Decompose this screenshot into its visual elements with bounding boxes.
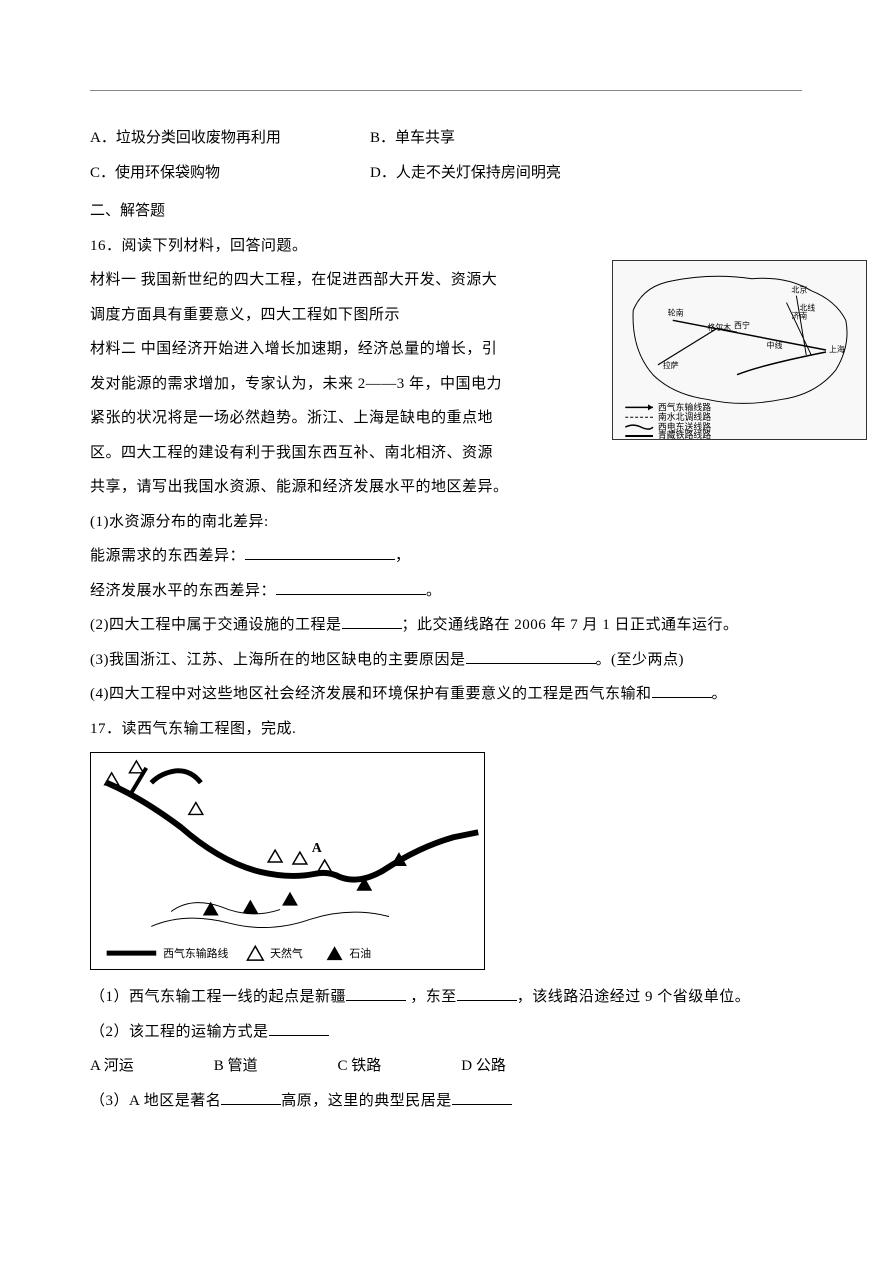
blank-input[interactable] — [221, 1090, 281, 1105]
q16-4-pre: (4)四大工程中对这些地区社会经济发展和环境保护有重要意义的工程是西气东输和 — [90, 686, 652, 702]
q16-sub4: (4)四大工程中对这些地区社会经济发展和环境保护有重要意义的工程是西气东输和 。 — [90, 677, 802, 712]
blank-input[interactable] — [452, 1090, 512, 1105]
blank-input[interactable] — [245, 545, 395, 560]
china-map-svg: 北京 轮南 格尔木 西宁 济南 拉萨 北线 中线 上海 西气东输线路 南水北调线… — [613, 261, 866, 439]
blank-input[interactable] — [276, 580, 426, 595]
city-xining: 西宁 — [734, 320, 750, 330]
legend-2: 南水北调线路 — [658, 411, 711, 422]
choice-a: A．垃圾分类回收废物再利用 — [90, 121, 370, 156]
q16-sub2: (2)四大工程中属于交通设施的工程是 ；此交通线路在 2006 年 7 月 1 日… — [90, 608, 802, 643]
choice-c: C．使用环保袋购物 — [90, 156, 370, 191]
blank-input[interactable] — [346, 986, 406, 1001]
q17-abcd-row: A 河运 B 管道 C 铁路 D 公路 — [90, 1049, 802, 1084]
opt-b: B 管道 — [214, 1049, 334, 1084]
q16-1c-pre: 经济发展水平的东西差异： — [90, 583, 276, 599]
blank-input[interactable] — [269, 1021, 329, 1036]
q17-3-pre: （3）A 地区是著名 — [90, 1093, 221, 1109]
q16-m2-l2: 发对能源的需求增加，专家认为，未来 2——3 年，中国电力 — [90, 367, 600, 402]
q16-sub1: (1)水资源分布的南北差异: — [90, 505, 802, 540]
pipeline-map-figure: A 西气东输路线 天然气 石油 — [90, 752, 485, 970]
city-zhongxian: 中线 — [767, 340, 783, 350]
map2-legend-gas: 天然气 — [270, 946, 303, 960]
q17-1-post: ，该线路沿途经过 9 个省级单位。 — [517, 989, 751, 1005]
choice-b: B．单车共享 — [370, 121, 455, 156]
china-map-figure: 北京 轮南 格尔木 西宁 济南 拉萨 北线 中线 上海 西气东输线路 南水北调线… — [612, 260, 867, 440]
q16-3-pre: (3)我国浙江、江苏、上海所在的地区缺电的主要原因是 — [90, 652, 466, 668]
q16-m2-l3: 紧张的状况将是一场必然趋势。浙江、上海是缺电的重点地 — [90, 401, 600, 436]
q16-2-pre: (2)四大工程中属于交通设施的工程是 — [90, 617, 342, 633]
blank-input[interactable] — [342, 614, 402, 629]
q17-sub3: （3）A 地区是著名 高原，这里的典型民居是 — [90, 1084, 802, 1119]
q16-1b-pre: 能源需求的东西差异： — [90, 548, 245, 564]
q16-m2-l5: 共享，请写出我国水资源、能源和经济发展水平的地区差异。 — [90, 470, 802, 505]
top-rule — [90, 90, 802, 91]
q17-3-mid: 高原，这里的典型民居是 — [281, 1093, 452, 1109]
q16-1c-post: 。 — [426, 583, 442, 599]
city-shanghai: 上海 — [829, 344, 845, 354]
map2-legend-line: 西气东输路线 — [163, 946, 228, 960]
city-lunnan: 轮南 — [668, 307, 684, 317]
q16-2-post: ；此交通线路在 2006 年 7 月 1 日正式通车运行。 — [402, 617, 739, 633]
q16-sub1b: 能源需求的东西差异： ， — [90, 539, 802, 574]
q16-4-post: 。 — [712, 686, 728, 702]
opt-d: D 公路 — [461, 1049, 506, 1084]
q17-title: 17．读西气东输工程图，完成. — [90, 712, 802, 747]
q16-title: 16．阅读下列材料，回答问题。 — [90, 229, 802, 264]
legend-4: 青藏铁路线路 — [658, 429, 711, 439]
q16-sub1c: 经济发展水平的东西差异： 。 — [90, 574, 802, 609]
blank-input[interactable] — [466, 649, 596, 664]
q17-1-pre: （1）西气东输工程一线的起点是新疆 — [90, 989, 346, 1005]
q17-sub2: （2）该工程的运输方式是 — [90, 1015, 802, 1050]
q16-sub3: (3)我国浙江、江苏、上海所在的地区缺电的主要原因是 。(至少两点) — [90, 643, 802, 678]
opt-c: C 铁路 — [338, 1049, 458, 1084]
q-choice-row-1: A．垃圾分类回收废物再利用 B．单车共享 — [90, 121, 802, 156]
map2-label-a: A — [312, 841, 322, 856]
q16-m1-l1: 材料一 我国新世纪的四大工程，在促进西部大开发、资源大 — [90, 263, 600, 298]
legend-1: 西气东输线路 — [658, 401, 711, 412]
opt-a: A 河运 — [90, 1049, 210, 1084]
city-beixian: 北线 — [799, 302, 815, 312]
q16-m2-l1: 材料二 中国经济开始进入增长加速期，经济总量的增长，引 — [90, 332, 600, 367]
q16-1b-post: ， — [395, 548, 411, 564]
pipeline-map-svg: A 西气东输路线 天然气 石油 — [91, 753, 484, 969]
q17-sub1: （1）西气东输工程一线的起点是新疆 ，东至 ，该线路沿途经过 9 个省级单位。 — [90, 980, 802, 1015]
blank-input[interactable] — [652, 683, 712, 698]
section-2-header: 二、解答题 — [90, 194, 802, 229]
choice-d: D．人走不关灯保持房间明亮 — [370, 156, 561, 191]
q16-m2-l4: 区。四大工程的建设有利于我国东西互补、南北相济、资源 — [90, 436, 600, 471]
city-geermu: 格尔木 — [707, 322, 731, 332]
q17-2-pre: （2）该工程的运输方式是 — [90, 1024, 269, 1040]
q-choice-row-2: C．使用环保袋购物 D．人走不关灯保持房间明亮 — [90, 156, 802, 191]
city-beijing: 北京 — [791, 285, 807, 295]
blank-input[interactable] — [457, 986, 517, 1001]
q17-1-mid: ，东至 — [406, 989, 457, 1005]
q16-3-post: 。(至少两点) — [596, 652, 685, 668]
city-lasa: 拉萨 — [663, 360, 679, 370]
q16-m1-l2: 调度方面具有重要意义，四大工程如下图所示 — [90, 298, 600, 333]
map2-legend-oil: 石油 — [349, 946, 371, 960]
